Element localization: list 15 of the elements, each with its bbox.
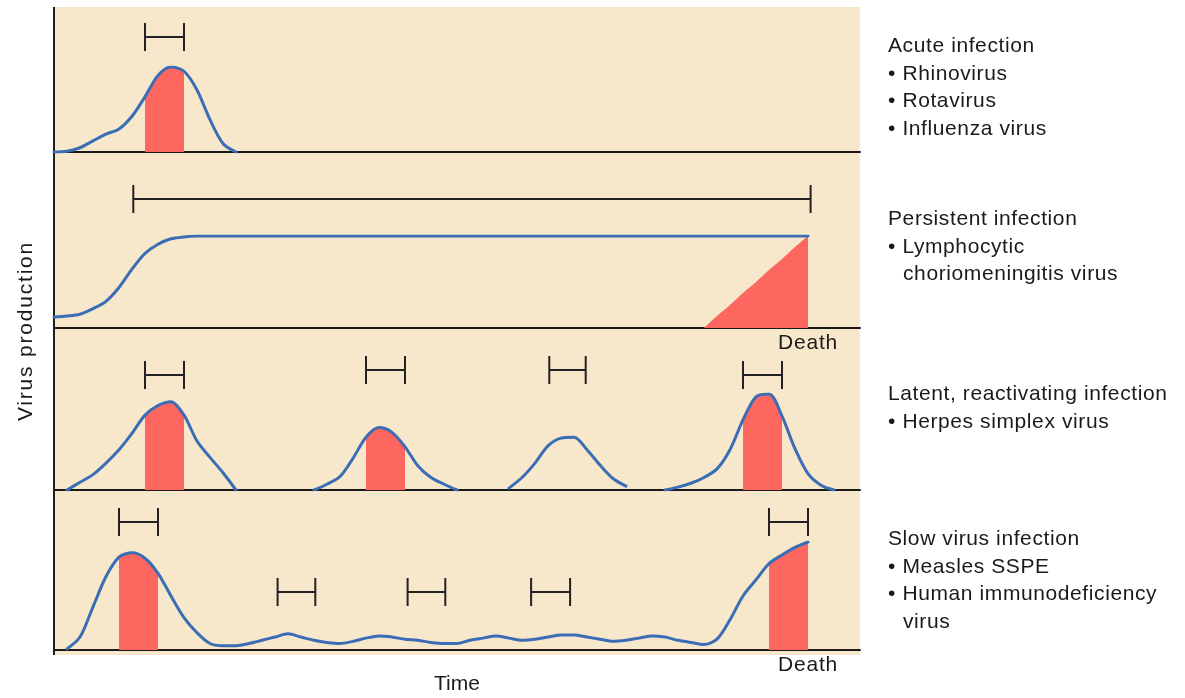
text: • Rotavirus — [887, 87, 998, 113]
x-axis-title: Time — [434, 671, 480, 694]
annotation: Death — [777, 330, 839, 354]
text: • Human immunodeficiency virus — [887, 580, 1159, 634]
text: • Measles SSPE — [887, 552, 1051, 579]
text: • Herpes simplex virus — [887, 407, 1111, 434]
text: Slow virus infection — [887, 525, 1081, 551]
y-axis-title: Virus production — [13, 240, 37, 422]
text: • Lymphocytic choriomeningitis virus — [887, 232, 1120, 286]
text: Acute infection — [887, 32, 1036, 58]
text: Latent, reactivating infection — [887, 380, 1169, 406]
text: Persistent infection — [887, 205, 1079, 231]
text: • Influenza virus — [887, 114, 1048, 141]
annotation: Death — [777, 652, 839, 676]
text: • Rhinovirus — [887, 59, 1009, 86]
